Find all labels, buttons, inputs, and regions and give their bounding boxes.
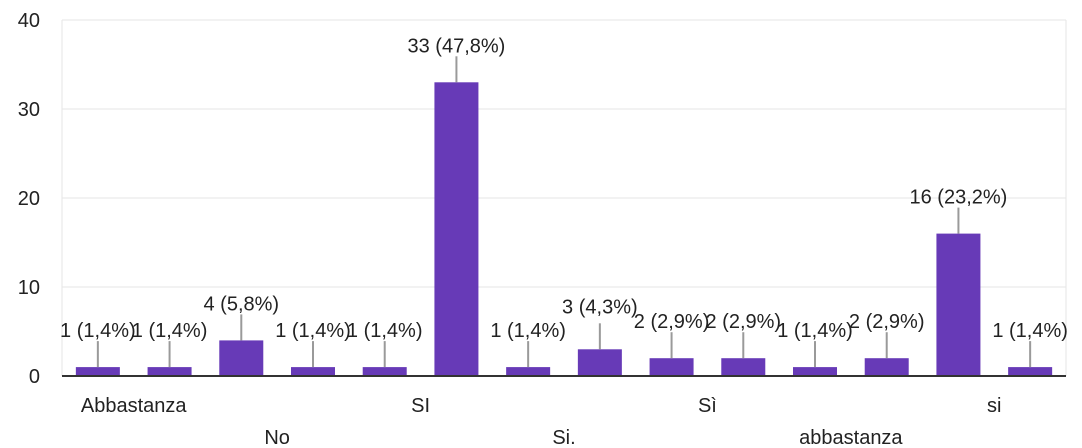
data-label: 4 (5,8%) bbox=[203, 293, 279, 315]
data-label: 1 (1,4%) bbox=[777, 320, 853, 342]
bar bbox=[362, 367, 407, 376]
bar bbox=[793, 367, 837, 376]
x-tick-label: No bbox=[264, 427, 290, 448]
data-label: 1 (1,4%) bbox=[60, 320, 136, 342]
grid-layer bbox=[61, 19, 1067, 376]
y-tick-label: 0 bbox=[29, 366, 40, 388]
data-label: 33 (47,8%) bbox=[408, 35, 506, 57]
y-tick-label: 20 bbox=[18, 188, 40, 210]
data-label: 2 (2,9%) bbox=[705, 311, 781, 333]
bar bbox=[75, 367, 120, 376]
x-tick-label: si bbox=[987, 395, 1001, 417]
x-tick-label: abbastanza bbox=[799, 427, 903, 448]
y-tick-label: 30 bbox=[18, 99, 40, 121]
data-label: 2 (2,9%) bbox=[849, 311, 925, 333]
x-tick-label: Sì bbox=[698, 395, 717, 417]
data-labels-layer: 1 (1,4%)1 (1,4%)4 (5,8%)1 (1,4%)1 (1,4%)… bbox=[60, 35, 1068, 342]
x-tick-label: Abbastanza bbox=[81, 395, 188, 417]
bar bbox=[1008, 367, 1053, 376]
data-label: 1 (1,4%) bbox=[275, 320, 351, 342]
bar bbox=[219, 340, 264, 376]
bar bbox=[147, 367, 192, 376]
bar bbox=[649, 358, 694, 376]
data-label: 2 (2,9%) bbox=[634, 311, 710, 333]
data-label: 1 (1,4%) bbox=[490, 320, 566, 342]
data-label: 1 (1,4%) bbox=[132, 320, 208, 342]
bars-layer bbox=[75, 56, 1053, 377]
bar bbox=[864, 358, 909, 376]
bar bbox=[506, 367, 551, 376]
data-label: 1 (1,4%) bbox=[347, 320, 423, 342]
bar bbox=[291, 367, 335, 376]
bar bbox=[434, 82, 479, 377]
axis-layer: 0 10 20 30 40 Abbastanza No SI Si. Sì abbastanza si bbox=[18, 10, 1066, 448]
bar bbox=[936, 233, 981, 376]
x-tick-label: Si. bbox=[552, 427, 575, 448]
x-tick-label: SI bbox=[411, 395, 430, 417]
y-tick-label: 10 bbox=[18, 277, 40, 299]
y-tick-label: 40 bbox=[18, 10, 40, 32]
data-label: 16 (23,2%) bbox=[910, 187, 1008, 209]
data-label: 1 (1,4%) bbox=[992, 320, 1068, 342]
bar bbox=[577, 349, 622, 376]
bar bbox=[721, 358, 766, 376]
data-label: 3 (4,3%) bbox=[562, 296, 638, 318]
